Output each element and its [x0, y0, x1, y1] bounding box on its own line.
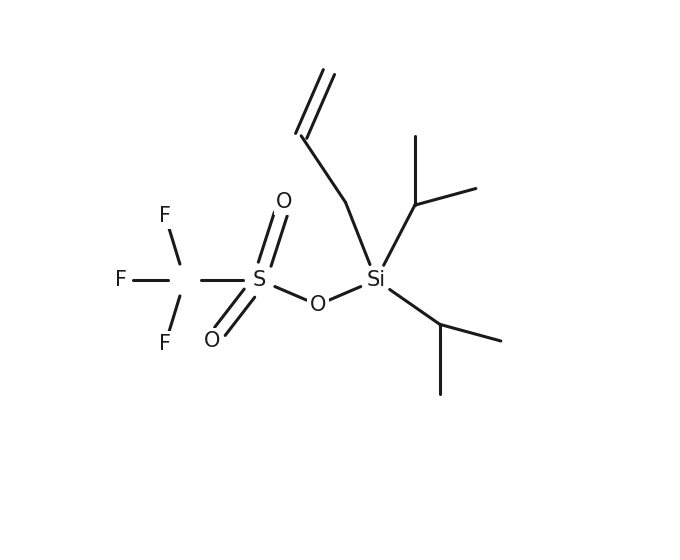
- Text: O: O: [309, 295, 326, 315]
- Text: O: O: [204, 331, 221, 351]
- Text: O: O: [276, 193, 293, 212]
- Text: F: F: [159, 206, 171, 226]
- Text: S: S: [253, 270, 267, 290]
- Text: Si: Si: [367, 270, 386, 290]
- Text: F: F: [159, 334, 171, 354]
- Text: F: F: [115, 270, 127, 290]
